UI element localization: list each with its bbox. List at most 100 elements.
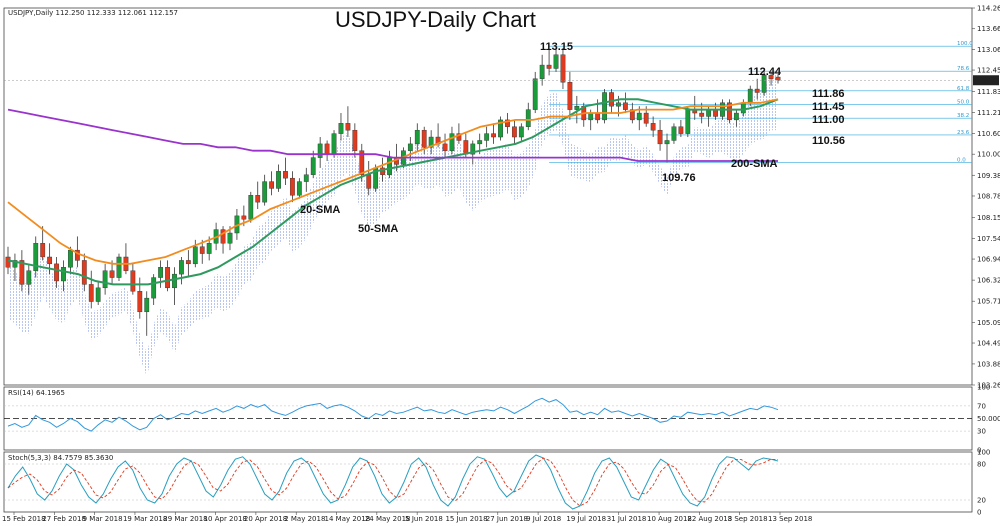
candle-body xyxy=(74,249,80,261)
candle-body xyxy=(179,260,184,275)
price-tick-label: 103.265 xyxy=(977,382,1000,390)
annotation-label: 110.56 xyxy=(812,135,845,147)
candle-body xyxy=(192,246,198,265)
candle-body xyxy=(421,129,427,148)
candle-body xyxy=(664,140,670,145)
candle-body xyxy=(331,133,337,155)
candle-body xyxy=(262,181,268,203)
price-tick-label: 111.830 xyxy=(977,88,1000,96)
date-tick-label: 29 Mar 2018 xyxy=(163,515,207,523)
stoch-tick-label: 20 xyxy=(977,497,986,505)
candle-body xyxy=(303,174,309,182)
date-tick-label: 9 Jul 2018 xyxy=(526,515,561,523)
candle-body xyxy=(345,123,351,131)
candle-body xyxy=(713,109,718,117)
candle-body xyxy=(290,177,295,196)
annotation-label: 113.15 xyxy=(540,41,573,53)
candle-body xyxy=(158,267,164,278)
price-tick-label: 110.600 xyxy=(977,130,1000,138)
candle-body xyxy=(61,267,66,282)
date-tick-label: 22 Aug 2018 xyxy=(687,515,732,523)
symbol-header: USDJPY,Daily 112.250 112.333 112.061 112… xyxy=(8,9,178,17)
candle-body xyxy=(12,260,18,268)
current-price-box xyxy=(973,75,999,86)
stoch-d-line xyxy=(7,457,778,507)
candle-body xyxy=(165,267,170,289)
candle-body xyxy=(81,260,87,285)
candle-body xyxy=(560,54,566,83)
price-tick-label: 105.710 xyxy=(977,298,1000,306)
candle-body xyxy=(449,133,455,151)
rsi-tick-label: 0 xyxy=(977,447,981,455)
date-tick-label: 14 May 2018 xyxy=(325,515,371,523)
annotation-label: 20-SMA xyxy=(300,204,340,216)
candle-body xyxy=(609,92,614,107)
fib-label: 0.0 xyxy=(957,157,966,163)
date-tick-label: 15 Feb 2018 xyxy=(2,515,46,523)
candle-body xyxy=(491,133,496,138)
annotation-label: 200-SMA xyxy=(731,158,778,170)
candle-body xyxy=(102,270,108,289)
candle-body xyxy=(761,75,767,93)
candle-body xyxy=(47,256,53,265)
candle-body xyxy=(248,195,254,220)
price-tick-label: 113.060 xyxy=(977,46,1000,54)
candle-body xyxy=(754,88,760,93)
candle-body xyxy=(137,291,143,313)
fib-label: 61.8 xyxy=(957,86,970,92)
candle-body xyxy=(220,229,226,244)
price-tick-label: 107.540 xyxy=(977,235,1000,243)
candle-body xyxy=(629,109,635,121)
candle-body xyxy=(643,112,649,124)
rsi-line xyxy=(7,397,779,432)
candle-body xyxy=(68,249,73,268)
candle-body xyxy=(5,256,11,268)
annotation-label: 109.76 xyxy=(662,172,696,184)
candle-body xyxy=(116,256,122,278)
candle-body xyxy=(511,126,517,138)
annotation-label: 111.00 xyxy=(812,114,844,126)
candle-body xyxy=(54,263,59,282)
candle-body xyxy=(26,270,32,285)
rsi-header: RSI(14) 64.1965 xyxy=(8,389,65,397)
price-tick-label: 108.780 xyxy=(977,192,1000,200)
candle-body xyxy=(366,174,372,189)
candle-body xyxy=(352,129,358,151)
candle-body xyxy=(283,171,288,179)
date-tick-label: 24 May 2018 xyxy=(365,515,411,523)
candle-body xyxy=(463,140,469,155)
annotation-label: 112.44 xyxy=(748,66,782,78)
date-tick-label: 27 Jun 2018 xyxy=(486,515,528,523)
candle-body xyxy=(768,75,774,79)
candle-body xyxy=(185,260,191,265)
candle-body xyxy=(206,243,212,254)
candle-body xyxy=(317,143,323,158)
candle-body xyxy=(33,243,39,271)
rsi-tick-label: 100 xyxy=(977,384,990,392)
candle-body xyxy=(567,82,573,110)
price-tick-label: 106.940 xyxy=(977,256,1000,264)
candle-body xyxy=(40,243,46,258)
ma-line-200-sma xyxy=(7,108,778,162)
ma-line-20-sma xyxy=(7,98,779,286)
candle-body xyxy=(172,273,177,289)
date-tick-label: 20 Apr 2018 xyxy=(244,515,287,523)
candle-body xyxy=(740,102,746,114)
candle-body xyxy=(241,215,247,220)
candle-body xyxy=(484,133,490,141)
annotation-label: 111.45 xyxy=(812,101,844,113)
date-tick-label: 15 Jun 2018 xyxy=(445,515,487,523)
date-tick-label: 13 Sep 2018 xyxy=(768,515,812,523)
stoch-header: Stoch(5,3,3) 84.7579 85.3630 xyxy=(8,454,113,462)
candle-body xyxy=(733,112,739,121)
stoch-tick-label: 80 xyxy=(977,461,986,469)
candle-body xyxy=(636,112,642,121)
rsi-tick-label: 30 xyxy=(977,428,986,436)
date-tick-label: 2 May 2018 xyxy=(284,515,325,523)
candle-body xyxy=(359,150,365,175)
candle-body xyxy=(685,109,691,134)
candle-body xyxy=(269,181,275,189)
candle-body xyxy=(428,136,434,148)
price-tick-label: 109.385 xyxy=(977,172,1000,180)
